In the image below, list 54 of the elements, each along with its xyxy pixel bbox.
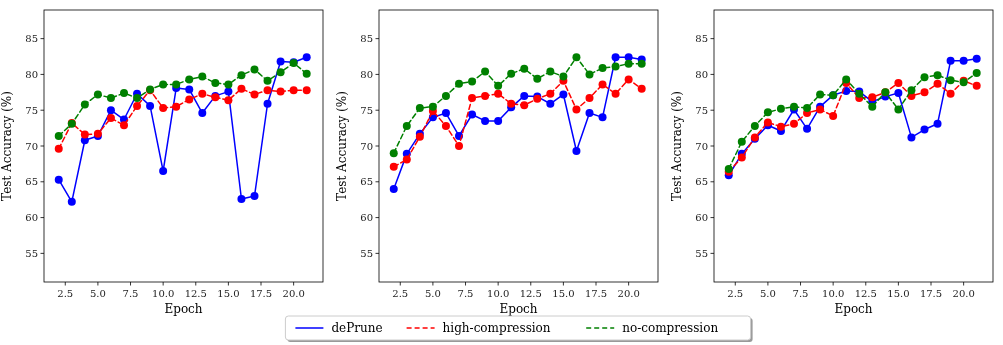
- x-tick-label: 17.5: [919, 288, 943, 299]
- y-tick-label: 60: [695, 212, 708, 224]
- x-tick-label: 2.5: [727, 288, 744, 299]
- y-tick-label: 80: [360, 68, 373, 80]
- x-tick-label: 10.0: [152, 288, 175, 299]
- y-tick-label: 55: [25, 247, 38, 259]
- y-tick-label: 65: [25, 176, 38, 188]
- x-tick-label: 20.0: [617, 288, 640, 299]
- y-tick-label: 70: [695, 140, 708, 152]
- y-tick-label: 55: [695, 247, 708, 259]
- x-tick-label: 2.5: [57, 288, 74, 299]
- x-tick-label: 10.0: [822, 288, 845, 299]
- x-tick-label: 15.0: [217, 288, 240, 299]
- y-tick-label: 75: [25, 104, 38, 116]
- y-tick-label: 80: [695, 68, 708, 80]
- x-tick-label: 5.0: [89, 288, 106, 299]
- y-tick-label: 85: [25, 33, 38, 45]
- y-tick-label: 75: [360, 104, 373, 116]
- y-tick-label: 80: [25, 68, 38, 80]
- x-tick-label: 12.5: [519, 288, 542, 299]
- x-tick-label: 12.5: [184, 288, 207, 299]
- legend-label: dePrune: [331, 321, 383, 335]
- y-tick-label: 70: [360, 140, 373, 152]
- y-tick-label: 65: [695, 176, 708, 188]
- y-axis-title: Test Accuracy (%): [0, 91, 14, 201]
- legend-label: no-compression: [622, 321, 719, 335]
- x-axis-title: Epoch: [499, 302, 538, 316]
- legend-label: high-compression: [442, 321, 551, 335]
- x-tick-label: 7.5: [457, 288, 474, 299]
- x-tick-label: 7.5: [122, 288, 139, 299]
- y-tick-label: 85: [360, 33, 373, 45]
- x-tick-label: 5.0: [759, 288, 776, 299]
- y-tick-label: 85: [695, 33, 708, 45]
- x-tick-label: 15.0: [887, 288, 910, 299]
- y-tick-label: 60: [360, 212, 373, 224]
- x-tick-label: 17.5: [584, 288, 608, 299]
- x-axis-title: Epoch: [164, 302, 203, 316]
- y-tick-label: 55: [360, 247, 373, 259]
- x-tick-label: 20.0: [282, 288, 305, 299]
- y-tick-label: 75: [695, 104, 708, 116]
- y-tick-label: 65: [360, 176, 373, 188]
- x-axis-title: Epoch: [834, 302, 873, 316]
- y-tick-label: 70: [25, 140, 38, 152]
- y-axis-title: Test Accuracy (%): [670, 91, 684, 201]
- x-tick-label: 5.0: [424, 288, 441, 299]
- y-tick-label: 60: [25, 212, 38, 224]
- x-tick-label: 20.0: [952, 288, 975, 299]
- x-tick-label: 15.0: [552, 288, 575, 299]
- x-tick-label: 7.5: [792, 288, 809, 299]
- x-tick-label: 10.0: [487, 288, 510, 299]
- x-tick-label: 12.5: [854, 288, 877, 299]
- y-axis-title: Test Accuracy (%): [335, 91, 349, 201]
- x-tick-label: 17.5: [249, 288, 273, 299]
- x-tick-label: 2.5: [392, 288, 409, 299]
